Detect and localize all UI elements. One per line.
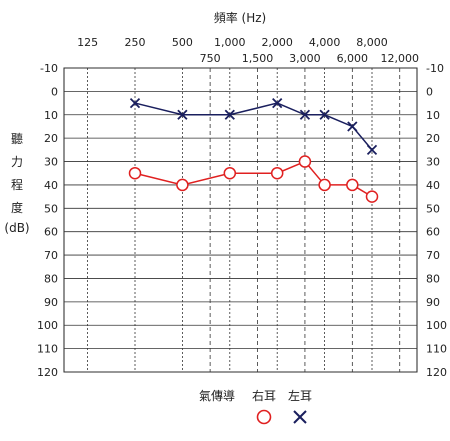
y-tick-label-left: 90 — [44, 296, 58, 309]
y-tick-label-right: 10 — [426, 109, 440, 122]
y-tick-label-left: 120 — [37, 366, 58, 379]
y-tick-label-left: 110 — [37, 343, 58, 356]
right-ear-point — [270, 166, 284, 180]
x-stroke — [224, 109, 235, 120]
y-label-char: 程 — [11, 177, 23, 192]
x-tick-label: 500 — [172, 36, 193, 49]
left-ear-point — [177, 109, 188, 120]
y-tick-label-right: 100 — [426, 319, 447, 332]
right-ear-point — [346, 178, 359, 192]
x-stroke — [319, 109, 330, 120]
y-tick-label-right: 0 — [426, 85, 433, 98]
y-tick-label-left: 10 — [44, 109, 58, 122]
plot-frame — [63, 67, 418, 373]
right-ear-line — [134, 160, 373, 198]
x-stroke — [129, 97, 141, 109]
x-tick-label: 2,000 — [261, 36, 293, 49]
x-tick-label: 750 — [200, 52, 221, 65]
y-tick-label-right: 70 — [426, 249, 440, 262]
legend-title: 氣傳導 — [199, 389, 235, 403]
x-tick-label: 125 — [77, 36, 98, 49]
left-ear-point — [366, 144, 378, 155]
y-tick-label-right: 20 — [426, 132, 440, 145]
left-ear-line — [134, 102, 373, 151]
right-ear-point — [128, 166, 142, 180]
grid — [64, 67, 417, 373]
left-ear-point — [224, 109, 235, 120]
y-tick-label-right: -10 — [426, 62, 444, 75]
series-layer — [128, 97, 379, 203]
left-ear-point — [129, 97, 141, 109]
y-tick-label-left: 70 — [44, 249, 58, 262]
legend-circle-marker — [256, 409, 272, 425]
left-ear-point — [299, 109, 311, 120]
y-label-char: 力 — [11, 155, 23, 169]
left-ear-point — [347, 121, 358, 132]
legend-label: 左耳 — [288, 388, 312, 403]
y-tick-label-left: 30 — [44, 156, 58, 169]
right-ear-point — [176, 178, 189, 192]
y-tick-label-right: 60 — [426, 226, 440, 239]
x-stroke — [293, 410, 307, 424]
legend: 氣傳導 右耳 左耳 — [199, 388, 312, 425]
y-label-char: (dB) — [4, 221, 29, 235]
y-label-char: 聽 — [11, 132, 23, 146]
x-axis-top-ticks: 125 250 500 1,000 2,000 4,000 8,000 — [77, 36, 388, 49]
y-tick-label-left: 80 — [44, 272, 58, 285]
x-tick-label: 1,000 — [214, 36, 246, 49]
y-tick-label-left: 100 — [37, 319, 58, 332]
chart-title: 頻率 (Hz) — [214, 10, 267, 25]
y-tick-label-right: 40 — [426, 179, 440, 192]
x-stroke — [177, 109, 188, 120]
y-tick-label-right: 50 — [426, 202, 440, 215]
right-ear-point — [298, 155, 312, 168]
x-tick-label: 3,000 — [289, 52, 321, 65]
x-stroke — [299, 109, 311, 120]
y-axis-ticks: -10 -10 0 0 10 10 20 20 30 30 40 40 50 50 60 60 70 70 80 80… — [37, 62, 447, 379]
y-tick-label-left: -10 — [40, 62, 58, 75]
y-tick-label-left: 60 — [44, 226, 58, 239]
x-axis-mid-ticks: 750 1,500 3,000 6,000 12,000 — [200, 52, 419, 65]
right-ear-point — [223, 166, 237, 180]
y-label-char: 度 — [11, 200, 23, 215]
y-tick-label-right: 30 — [426, 156, 440, 169]
y-tick-label-left: 40 — [44, 179, 58, 192]
x-tick-label: 6,000 — [337, 52, 369, 65]
y-tick-label-left: 0 — [51, 85, 58, 98]
x-tick-label: 250 — [125, 36, 146, 49]
x-tick-label: 8,000 — [356, 36, 388, 49]
legend-x-marker — [293, 410, 307, 424]
x-stroke — [347, 121, 358, 132]
left-ear-point — [319, 109, 330, 120]
y-tick-label-left: 20 — [44, 132, 58, 145]
left-ear-point — [272, 97, 283, 109]
y-tick-label-right: 120 — [426, 366, 447, 379]
right-ear-point — [365, 190, 379, 203]
x-stroke — [272, 97, 283, 109]
y-tick-label-right: 80 — [426, 272, 440, 285]
x-stroke — [366, 144, 378, 155]
right-ear-point — [318, 178, 331, 192]
y-tick-label-left: 50 — [44, 202, 58, 215]
y-tick-label-right: 110 — [426, 343, 447, 356]
y-tick-label-right: 90 — [426, 296, 440, 309]
x-tick-label: 12,000 — [380, 52, 419, 65]
x-tick-label: 1,500 — [242, 52, 274, 65]
x-tick-label: 4,000 — [309, 36, 341, 49]
legend-label: 右耳 — [252, 388, 276, 403]
